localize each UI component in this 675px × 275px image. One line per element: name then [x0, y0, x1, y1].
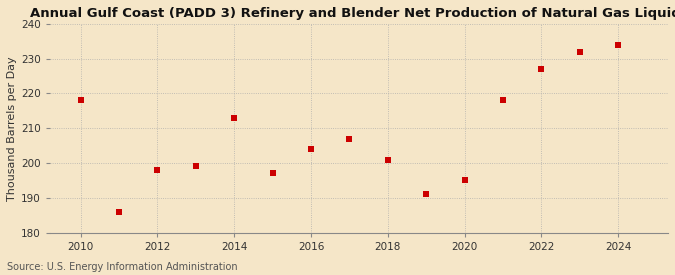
Point [152, 168, 163, 172]
Point [382, 157, 393, 162]
Point [613, 43, 624, 47]
Text: Source: U.S. Energy Information Administration: Source: U.S. Energy Information Administ… [7, 262, 238, 272]
Point [75, 98, 86, 103]
Point [113, 210, 124, 214]
Point [497, 98, 508, 103]
Point [536, 67, 547, 71]
Title: Annual Gulf Coast (PADD 3) Refinery and Blender Net Production of Natural Gas Li: Annual Gulf Coast (PADD 3) Refinery and … [30, 7, 675, 20]
Point [421, 192, 431, 196]
Point [459, 178, 470, 183]
Point [306, 147, 317, 151]
Point [574, 50, 585, 54]
Point [190, 164, 201, 169]
Point [229, 116, 240, 120]
Y-axis label: Thousand Barrels per Day: Thousand Barrels per Day [7, 56, 17, 200]
Point [344, 136, 355, 141]
Point [267, 171, 278, 176]
